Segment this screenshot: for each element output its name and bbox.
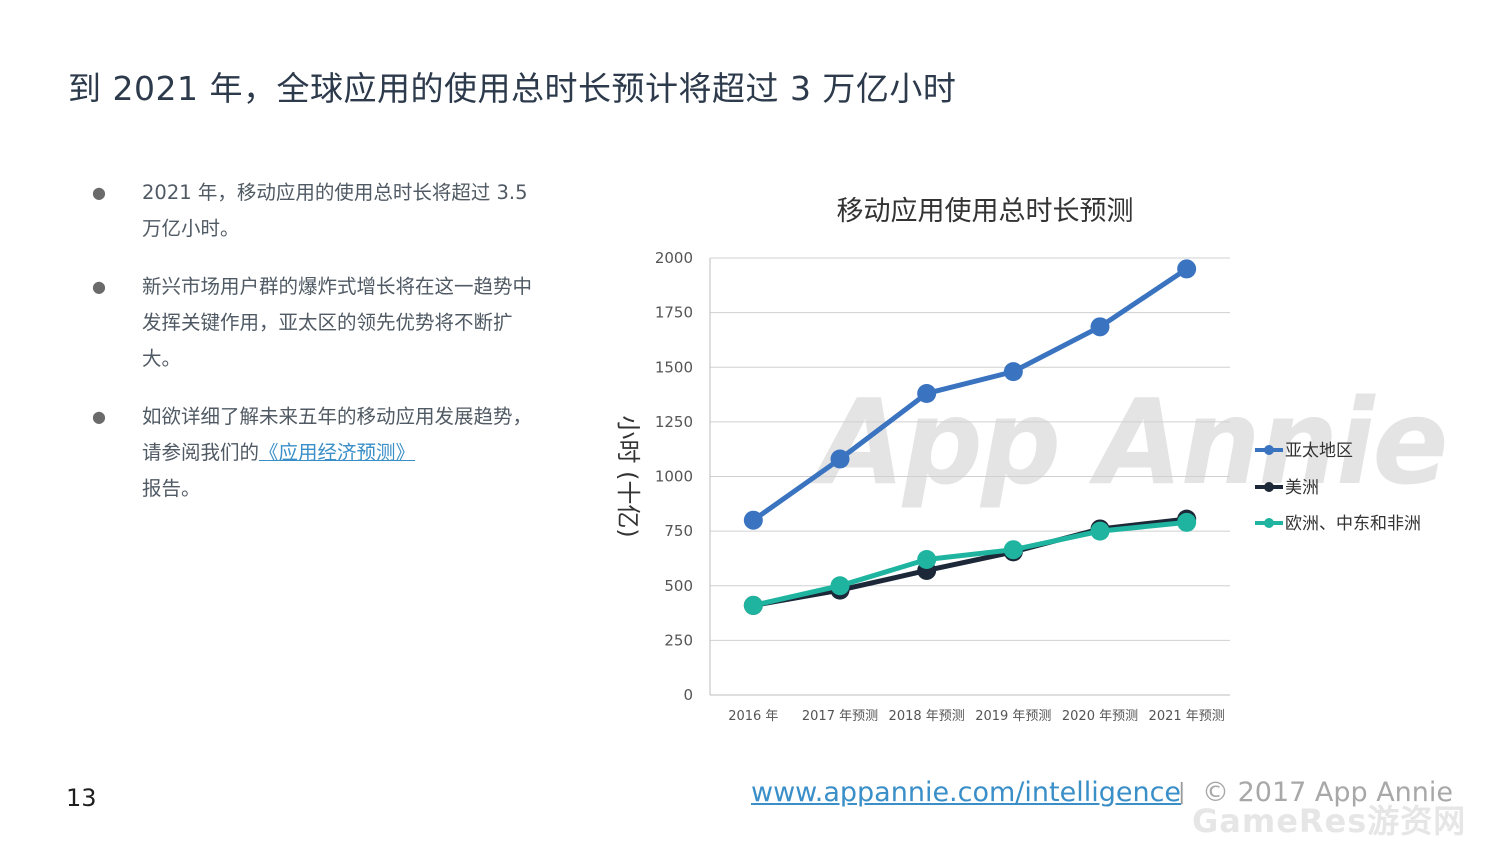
report-link[interactable]: 《应用经济预测》 (259, 441, 416, 464)
bullet-dot-icon: ● (92, 183, 106, 202)
bullet-text: 报告。 (142, 477, 201, 500)
y-tick-label: 250 (664, 631, 693, 649)
bullet-item: ● 2021 年，移动应用的使用总时长将超过 3.5 万亿小时。 (90, 175, 540, 247)
line-chart: 移动应用使用总时长预测 0 250 500 750 1000 1250 1500 1750 200… (614, 196, 1421, 724)
page-number: 13 (66, 784, 97, 812)
y-tick-label: 500 (664, 577, 693, 595)
chart-title: 移动应用使用总时长预测 (837, 196, 1134, 227)
x-tick-label: 2018 年预测 (889, 709, 965, 724)
y-tick-label: 750 (664, 522, 693, 540)
data-point (1090, 317, 1110, 337)
x-tick-label: 2019 年预测 (975, 709, 1051, 724)
y-tick-label: 0 (683, 686, 693, 704)
data-point (743, 595, 763, 615)
footer-copyright: © 2017 App Annie (1202, 777, 1454, 808)
bullet-text: 2021 年，移动应用的使用总时长将超过 3.5 万亿小时。 (142, 181, 528, 240)
x-tick-label: 2021 年预测 (1149, 709, 1225, 724)
x-tick-label: 2017 年预测 (802, 709, 878, 724)
data-point (743, 510, 763, 530)
legend-swatch-marker (1264, 445, 1274, 455)
footer-url-link[interactable]: www.appannie.com/intelligence (751, 777, 1182, 808)
page-title: 到 2021 年，全球应用的使用总时长预计将超过 3 万亿小时 (68, 69, 957, 108)
y-tick-label: 1250 (655, 413, 693, 431)
data-point (830, 576, 850, 596)
series-line (751, 266, 1189, 523)
data-point (1177, 259, 1197, 279)
data-point (1003, 540, 1023, 560)
bullet-list: ● 2021 年，移动应用的使用总时长将超过 3.5 万亿小时。 ● 新兴市场用… (90, 175, 540, 529)
legend-label: 亚太地区 (1285, 441, 1353, 461)
data-point (830, 449, 850, 469)
y-tick-label: 1750 (655, 304, 693, 322)
bullet-dot-icon: ● (92, 407, 106, 426)
data-point (917, 550, 937, 570)
gameres-watermark: GameRes游资网 (1192, 802, 1467, 840)
y-tick-label: 2000 (655, 249, 693, 267)
y-tick-label: 1500 (655, 358, 693, 376)
bullet-dot-icon: ● (92, 277, 106, 296)
y-axis-label: 小时 (十亿) (614, 415, 642, 537)
x-tick-label: 2016 年 (728, 709, 778, 724)
data-point (917, 383, 937, 403)
bullet-text: 新兴市场用户群的爆炸式增长将在这一趋势中发挥关键作用，亚太区的领先优势将不断扩大… (142, 275, 533, 370)
bullet-text: 如欲详细了解未来五年的移动应用发展趋势，请参阅我们的 (142, 405, 533, 464)
legend-label: 欧洲、中东和非洲 (1285, 514, 1421, 534)
y-tick-label: 1000 (655, 468, 693, 486)
series-line (752, 519, 1187, 608)
data-point (1090, 521, 1110, 541)
legend-swatch-marker (1264, 518, 1274, 528)
data-point (1177, 512, 1197, 532)
x-tick-label: 2020 年预测 (1062, 709, 1138, 724)
bullet-item: ● 新兴市场用户群的爆炸式增长将在这一趋势中发挥关键作用，亚太区的领先优势将不断… (90, 269, 540, 377)
bullet-item: ● 如欲详细了解未来五年的移动应用发展趋势，请参阅我们的《应用经济预测》 报告。 (90, 399, 540, 507)
legend-label: 美洲 (1285, 478, 1319, 498)
footer-separator: | (1178, 780, 1186, 805)
chart-container: 移动应用使用总时长预测 0 250 500 750 1000 1250 1500 1750 200… (590, 180, 1470, 740)
legend-swatch-marker (1264, 482, 1274, 492)
data-point (1003, 362, 1023, 382)
